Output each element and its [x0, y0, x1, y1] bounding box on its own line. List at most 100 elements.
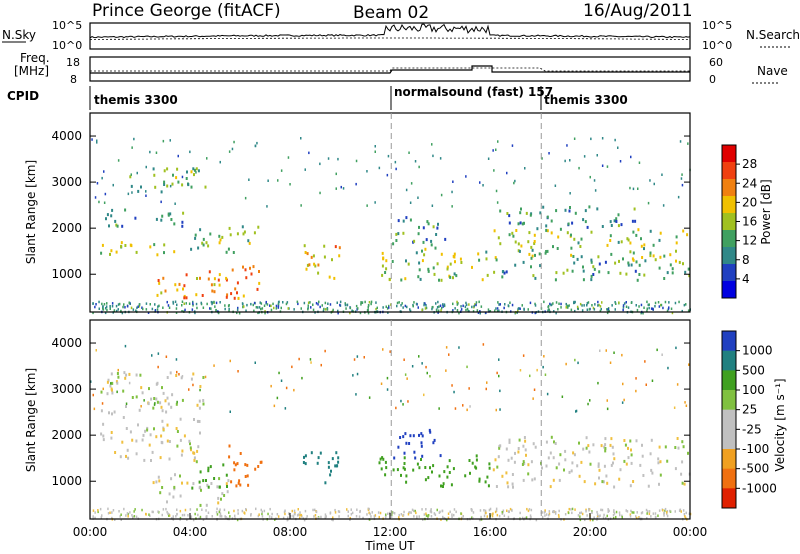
noise-cell: [325, 515, 327, 518]
data-cell: [558, 462, 561, 466]
sparse-cell: [93, 407, 96, 411]
noise-cell: [473, 304, 475, 308]
noise-cell: [555, 311, 557, 315]
data-cell: [310, 255, 313, 259]
noise-cell: [521, 304, 523, 307]
sparse-cell: [675, 346, 677, 350]
data-cell: [638, 273, 641, 276]
noise-cell: [205, 509, 207, 512]
data-cell: [442, 482, 445, 486]
sparse-cell: [368, 396, 371, 399]
data-cell: [576, 464, 579, 468]
sparse-cell: [117, 159, 120, 162]
noise-cell: [263, 509, 266, 513]
data-cell: [681, 460, 684, 464]
noise-cell: [421, 308, 423, 312]
noise-cell: [607, 308, 609, 311]
sparse-cell: [267, 179, 269, 182]
noise-cell: [100, 516, 103, 519]
sparse-cell: [411, 365, 414, 368]
sparse-cell: [548, 152, 550, 155]
sparse-cell: [499, 389, 501, 393]
noise-cell: [629, 515, 632, 518]
noise-cell: [423, 303, 425, 307]
power-colorbar-swatch: [722, 230, 736, 248]
data-cell: [202, 399, 205, 402]
data-cell: [155, 397, 158, 401]
noise-cell: [484, 509, 487, 513]
data-cell: [160, 405, 163, 409]
data-cell: [501, 270, 504, 274]
data-cell: [198, 480, 201, 484]
data-cell: [155, 217, 158, 221]
sparse-cell: [308, 151, 310, 155]
data-cell: [161, 419, 164, 423]
sparse-cell: [645, 383, 647, 386]
data-cell: [225, 473, 228, 477]
data-cell: [246, 463, 249, 467]
data-cell: [603, 445, 606, 449]
noise-cell: [581, 309, 584, 312]
data-cell: [652, 243, 655, 247]
noise-cell: [478, 518, 481, 522]
noise-cell: [668, 301, 670, 304]
data-cell: [577, 241, 580, 245]
noise-cell: [543, 300, 545, 304]
data-cell: [153, 427, 155, 431]
noise-cell: [553, 310, 555, 313]
sparse-cell: [117, 368, 119, 372]
data-cell: [227, 479, 230, 483]
data-cell: [141, 438, 144, 442]
noise-cell: [466, 307, 469, 311]
noise-cell: [349, 306, 352, 310]
noise-cell: [646, 307, 648, 310]
data-cell: [384, 460, 387, 464]
sparse-cell: [635, 389, 637, 393]
data-cell: [150, 397, 153, 401]
noise-cell: [245, 309, 247, 312]
noise-cell: [216, 507, 218, 511]
data-cell: [597, 462, 600, 466]
data-cell: [169, 212, 172, 216]
sparse-cell: [112, 183, 114, 187]
sparse-cell: [445, 369, 447, 372]
sparse-cell: [606, 165, 609, 168]
sparse-cell: [256, 141, 258, 145]
sparse-cell: [229, 359, 231, 363]
data-cell: [382, 457, 385, 461]
data-cell: [508, 233, 511, 237]
data-cell: [635, 260, 638, 264]
data-cell: [519, 211, 522, 215]
data-cell: [589, 462, 592, 466]
sparse-cell: [124, 344, 127, 348]
x-axis-ticks: 00:00 04:00 08:00 12:00 16:00 20:00 00:00: [73, 513, 707, 539]
noise-cell: [324, 513, 327, 516]
noise-cell: [591, 304, 593, 307]
noise-cell: [613, 510, 615, 513]
noise-cell: [246, 303, 248, 307]
noise-cell: [189, 508, 192, 511]
data-cell: [210, 482, 213, 485]
noise-cell: [132, 308, 135, 311]
noise-cell: [315, 302, 318, 305]
sparse-cell: [656, 348, 658, 352]
noise-cell: [503, 514, 506, 517]
data-cell: [237, 296, 240, 300]
noise-cell: [297, 513, 300, 516]
velocity-colorbar-swatch: [722, 331, 736, 352]
sparse-cell: [575, 409, 578, 413]
data-cell: [331, 258, 333, 262]
data-cell: [228, 226, 231, 230]
sparse-cell: [165, 355, 168, 358]
data-cell: [114, 219, 117, 223]
sparse-cell: [681, 183, 684, 187]
noise-cell: [558, 515, 560, 518]
noise-cell: [224, 304, 226, 307]
noise-cell: [534, 302, 536, 306]
data-cell: [149, 245, 152, 249]
data-cell: [424, 466, 427, 469]
noise-cell: [657, 301, 660, 304]
noise-cell: [168, 306, 171, 309]
data-cell: [225, 482, 228, 486]
